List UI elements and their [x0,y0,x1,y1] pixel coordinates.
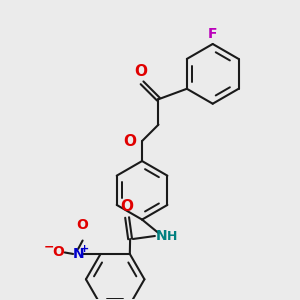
Text: F: F [208,27,218,41]
Text: O: O [124,134,137,148]
Text: O: O [134,64,147,79]
Text: O: O [121,199,134,214]
Text: +: + [80,244,89,254]
Text: H: H [167,230,177,242]
Text: N: N [156,229,167,243]
Text: O: O [52,245,64,260]
Text: N: N [72,247,84,261]
Text: −: − [44,241,54,254]
Text: O: O [77,218,88,232]
